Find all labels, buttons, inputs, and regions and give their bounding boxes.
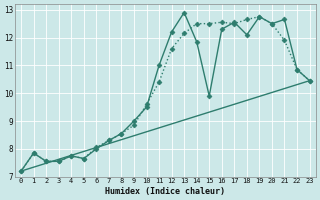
X-axis label: Humidex (Indice chaleur): Humidex (Indice chaleur) [105,187,225,196]
